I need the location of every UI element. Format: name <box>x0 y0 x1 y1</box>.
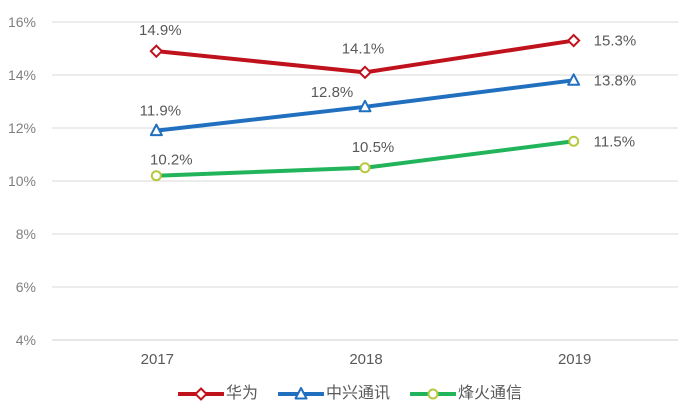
data-label: 15.3% <box>594 33 637 50</box>
legend-item-zte: 中兴通讯 <box>277 385 390 402</box>
circle-marker-icon <box>150 170 162 182</box>
y-tick-label: 10% <box>8 173 36 189</box>
diamond-marker-icon <box>149 44 164 59</box>
data-label: 14.9% <box>139 22 182 39</box>
circle-marker-icon <box>359 162 371 174</box>
diamond-marker-icon <box>566 33 581 48</box>
data-label: 12.8% <box>311 84 354 101</box>
circle-marker-icon <box>568 135 580 147</box>
legend-label-huawei: 华为 <box>225 385 258 402</box>
x-tick-label: 2018 <box>349 351 382 368</box>
triangle-marker-icon <box>149 123 163 137</box>
legend-huawei-line-diamond-icon <box>177 387 224 401</box>
y-tick-label: 12% <box>8 120 36 136</box>
legend-label-zte: 中兴通讯 <box>325 385 390 402</box>
data-label: 14.1% <box>342 40 385 57</box>
legend-item-huawei: 华为 <box>177 385 258 402</box>
legend-zte-line-triangle-icon <box>277 387 324 400</box>
triangle-marker-icon <box>294 387 308 400</box>
triangle-marker-icon <box>567 73 581 86</box>
x-tick-label: 2017 <box>141 351 174 368</box>
data-label: 11.5% <box>594 133 635 150</box>
data-label: 10.2% <box>150 152 193 169</box>
triangle-marker-icon <box>358 99 372 113</box>
data-label: 13.8% <box>594 72 637 89</box>
legend-fiberhome-line-circle-icon <box>410 388 456 400</box>
data-label: 10.5% <box>352 139 395 156</box>
y-tick-label: 8% <box>16 226 36 242</box>
diamond-marker-icon <box>358 65 372 80</box>
diamond-marker-icon <box>194 387 208 401</box>
y-tick-label: 16% <box>8 14 36 30</box>
legend-label-fiberhome: 烽火通信 <box>458 385 523 402</box>
data-label: 11.9% <box>140 103 181 120</box>
y-tick-label: 14% <box>8 67 36 83</box>
y-tick-label: 4% <box>16 332 36 348</box>
legend-item-fiberhome: 烽火通信 <box>410 386 522 402</box>
x-tick-label: 2019 <box>558 351 591 368</box>
circle-marker-icon <box>427 388 439 400</box>
y-tick-label: 6% <box>16 279 36 295</box>
chart-legend: 华为 中兴通讯 烽火通信 <box>0 386 700 402</box>
plot-area: 4% 6% 8% 10% 12% 14% 16% 2017 2018 2019 14.9% 14.1%… <box>8 14 678 368</box>
